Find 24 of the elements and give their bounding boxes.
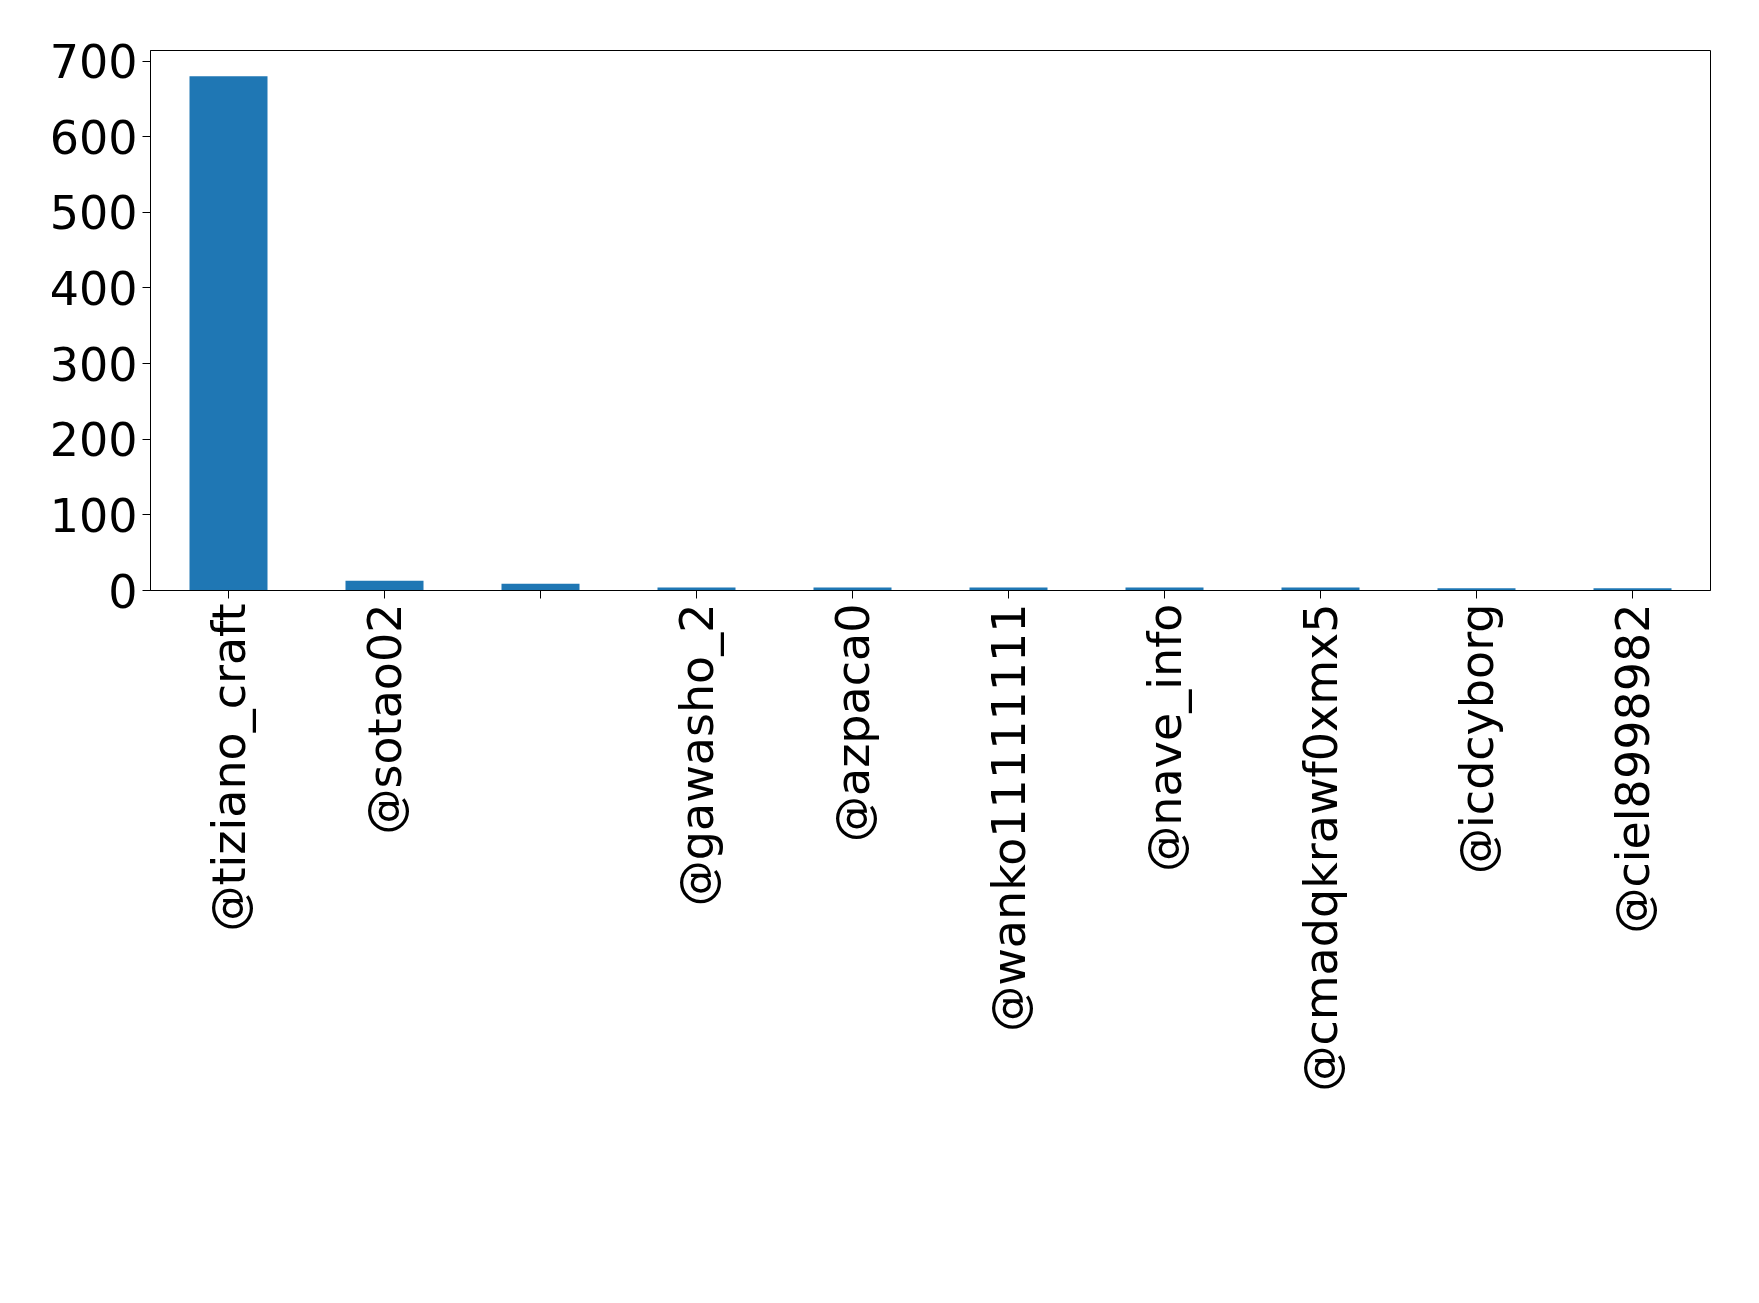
y-tick-label: 500 — [49, 186, 138, 241]
bar — [1125, 587, 1204, 591]
y-tick-label: 400 — [49, 261, 138, 316]
x-tick-label: @nave_info — [1137, 603, 1192, 872]
y-tick-label: 600 — [49, 110, 138, 165]
x-tick-label: @sotao02 — [357, 603, 412, 835]
y-tick-label: 200 — [49, 413, 138, 468]
bar — [813, 587, 892, 591]
y-tick-label: 300 — [49, 337, 138, 392]
x-tick-label: @cmadqkrawf0xmx5 — [1293, 603, 1348, 1092]
bar — [345, 580, 424, 591]
y-tick-label: 100 — [49, 488, 138, 543]
y-tick-label: 0 — [108, 564, 138, 619]
x-tick-label: @gawasho_2 — [669, 603, 724, 907]
bar — [1281, 587, 1360, 591]
bar — [969, 587, 1048, 591]
x-tick-label: @ciel8998982 — [1605, 603, 1660, 934]
bar — [657, 587, 736, 591]
x-tick-label: @tiziano_craft — [201, 603, 256, 932]
x-tick-label: @azpaca0 — [825, 603, 880, 842]
y-tick-label: 700 — [49, 35, 138, 90]
bar — [189, 76, 268, 591]
x-tick-label: @wanko11111111 — [981, 603, 1036, 1032]
x-tick-label: @icdcyborg — [1449, 603, 1504, 874]
